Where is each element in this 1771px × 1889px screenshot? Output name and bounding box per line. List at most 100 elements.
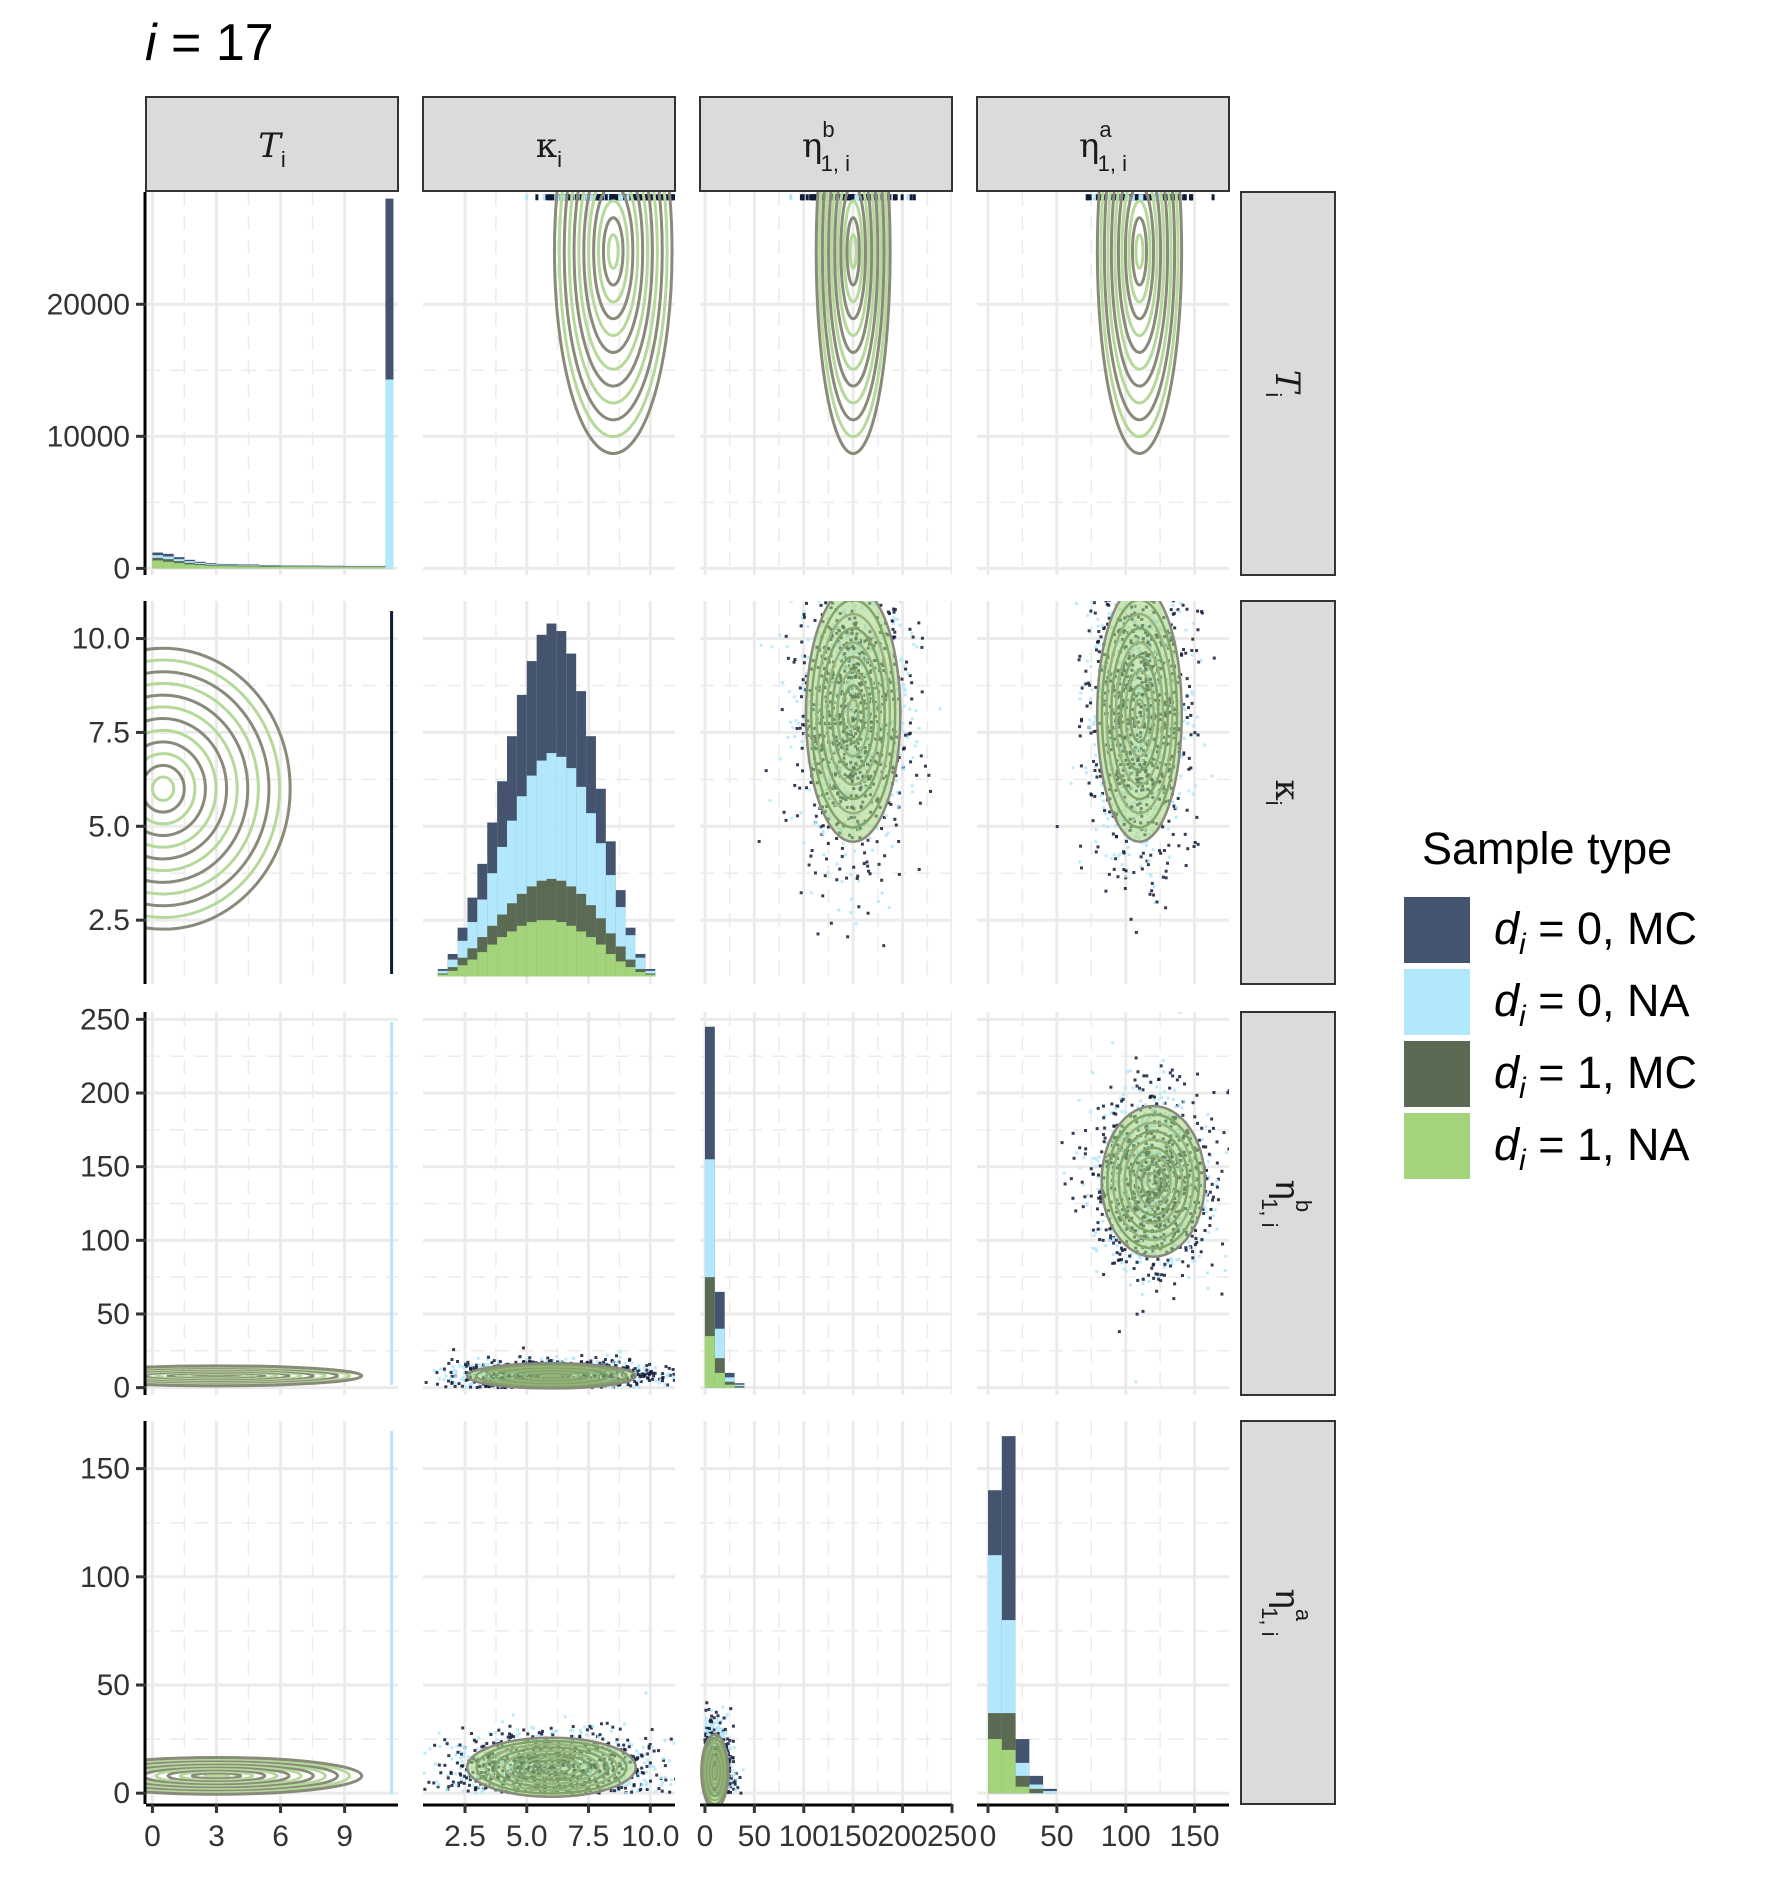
data-point [785,645,789,649]
data-point [1147,859,1151,863]
data-point [1103,812,1107,816]
data-point [817,824,821,828]
data-point [1160,581,1163,584]
data-point [897,791,901,795]
panel-grid [143,192,1229,1804]
data-point [630,1361,634,1365]
data-point [1094,763,1098,767]
hist-bar [205,565,217,569]
data-point [555,1355,559,1359]
hist-bar [467,959,478,977]
data-point [1094,850,1098,854]
data-point [696,194,699,200]
data-point [1150,889,1154,893]
data-point [857,879,861,883]
data-point [902,746,906,750]
data-point [892,194,896,201]
data-point [653,1371,657,1375]
data-point [799,194,803,201]
panel-eta_b-vs-T_i [143,1012,398,1395]
data-point [1151,848,1155,852]
data-point [829,921,833,925]
data-point [894,194,898,201]
data-point [908,707,912,711]
data-point [1116,875,1120,879]
data-point [649,194,653,201]
data-point [1150,598,1153,601]
data-point [826,594,829,597]
data-point [852,865,856,869]
data-point [1200,610,1204,614]
data-point [792,695,796,699]
data-point [808,578,811,581]
data-point [1092,601,1096,605]
data-point [868,872,872,876]
data-point [648,1372,652,1376]
data-point [868,836,872,840]
data-point [1078,725,1082,729]
data-point [1141,583,1144,586]
data-point [1085,659,1089,663]
data-point [476,1356,480,1360]
data-point [814,194,818,201]
data-point [1078,697,1082,701]
data-point [778,633,782,637]
data-point [901,768,905,772]
data-point [807,863,811,867]
data-point [1080,686,1084,690]
data-point [666,1383,670,1387]
data-point [1079,844,1083,848]
data-point [1089,697,1093,701]
data-point [796,721,800,725]
density-contour [1127,199,1152,304]
data-point [1103,808,1107,812]
data-point [1094,840,1098,844]
data-point [460,1384,464,1388]
data-point [882,944,886,948]
data-point [1177,194,1181,201]
density-contour [552,192,674,455]
hist-bar [173,563,185,569]
data-point [556,194,560,201]
data-point [1185,607,1189,611]
data-point [552,1359,556,1363]
data-point [1090,601,1094,603]
data-point [1078,734,1082,738]
data-point [667,1366,671,1370]
data-point [835,836,839,840]
data-point [813,803,817,807]
data-point [885,194,889,201]
data-point [844,853,848,857]
data-point [910,631,914,635]
data-point [605,1363,609,1367]
data-point [1134,590,1137,593]
hist-bar [437,974,448,977]
plot-title-value: = 17 [157,14,274,72]
data-point [806,638,810,642]
density-contour [146,670,271,908]
data-point [1171,800,1175,804]
data-point [958,651,961,654]
data-point [867,598,870,601]
data-point [579,194,583,201]
data-point [1211,194,1215,201]
data-point [1126,845,1130,849]
panel-kappa_i-vs-kappa_i [423,601,675,984]
data-point [692,1384,695,1387]
data-point [1071,766,1075,770]
data-point [801,723,805,727]
data-point [801,678,805,682]
panel-T_i-vs-eta_a [977,192,1229,575]
data-point [1155,595,1158,598]
data-point [446,1379,450,1383]
data-point [637,1363,641,1367]
data-point [1093,716,1097,720]
data-point [846,194,850,201]
data-point [666,1372,670,1376]
data-point [1190,649,1194,653]
data-point [899,656,903,660]
data-point [770,645,774,649]
data-point [1123,589,1126,592]
data-point [917,867,921,871]
density-contour [830,192,877,371]
